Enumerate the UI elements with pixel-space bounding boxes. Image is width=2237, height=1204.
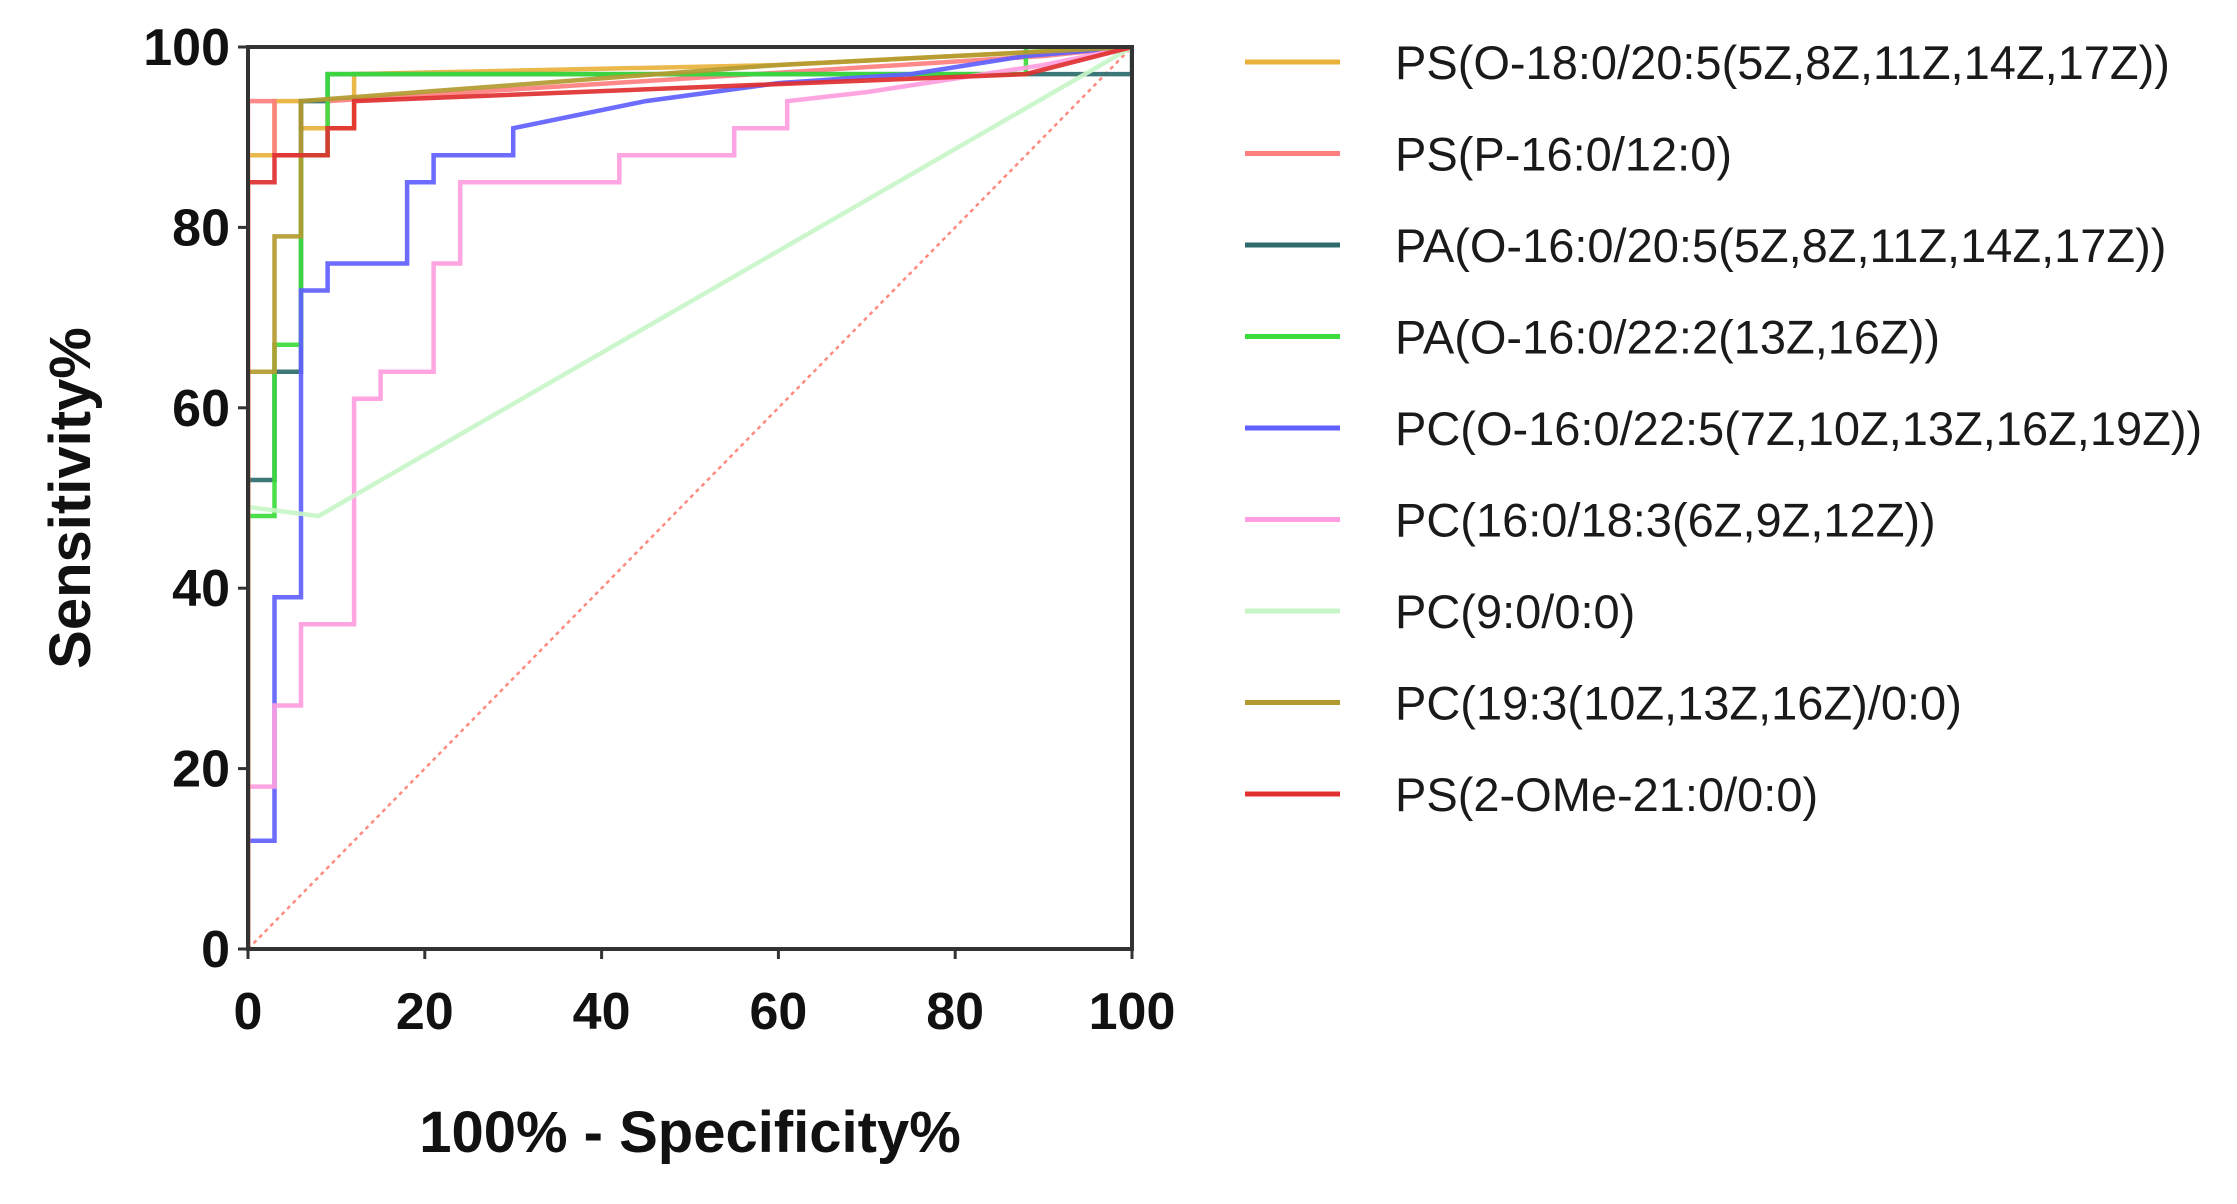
y-tick-label: 20 — [172, 741, 230, 799]
x-tick-label: 80 — [926, 983, 984, 1041]
x-axis-title: 100% - Specificity% — [419, 1100, 961, 1165]
y-tick-label: 60 — [172, 380, 230, 438]
series-line-8 — [248, 47, 1132, 949]
series-line-6 — [248, 47, 1132, 949]
legend-label: PC(O-16:0/22:5(7Z,10Z,13Z,16Z,19Z)) — [1395, 402, 2202, 455]
chance-reference-line — [247, 46, 1133, 950]
legend-label: PS(2-OMe-21:0/0:0) — [1395, 768, 1818, 821]
x-tick-label: 0 — [234, 983, 263, 1041]
y-axis-title: Sensitivity% — [38, 327, 103, 669]
plot-frame — [246, 45, 1134, 951]
series-line-7 — [248, 47, 1132, 949]
x-tick-label: 40 — [573, 983, 631, 1041]
x-tick-label: 20 — [396, 983, 454, 1041]
legend-label: PC(19:3(10Z,13Z,16Z)/0:0) — [1395, 677, 1962, 730]
series-lines — [248, 47, 1132, 949]
legend-label: PC(9:0/0:0) — [1395, 585, 1635, 638]
chance-diagonal — [247, 46, 1133, 950]
series-line-9 — [248, 47, 1132, 949]
legend-label: PA(O-16:0/20:5(5Z,8Z,11Z,14Z,17Z)) — [1395, 219, 2166, 272]
y-tick-label: 0 — [201, 921, 230, 979]
x-tick-label: 100 — [1089, 983, 1176, 1041]
x-tick-label: 60 — [749, 983, 807, 1041]
y-tick-label: 80 — [172, 199, 230, 257]
legend-label: PA(O-16:0/22:2(13Z,16Z)) — [1395, 311, 1940, 364]
legend-label: PC(16:0/18:3(6Z,9Z,12Z)) — [1395, 494, 1936, 547]
legend-label: PS(P-16:0/12:0) — [1395, 128, 1732, 181]
x-axis-ticks: 0 20 40 60 80 100 — [234, 949, 1176, 1041]
legend: PS(O-18:0/20:5(5Z,8Z,11Z,14Z,17Z)) PS(P-1… — [1245, 36, 2202, 821]
y-tick-label: 100 — [143, 19, 230, 77]
y-axis-ticks: 0 20 40 60 80 100 — [143, 19, 248, 979]
y-tick-label: 40 — [172, 560, 230, 618]
legend-label: PS(O-18:0/20:5(5Z,8Z,11Z,14Z,17Z)) — [1395, 36, 2170, 89]
